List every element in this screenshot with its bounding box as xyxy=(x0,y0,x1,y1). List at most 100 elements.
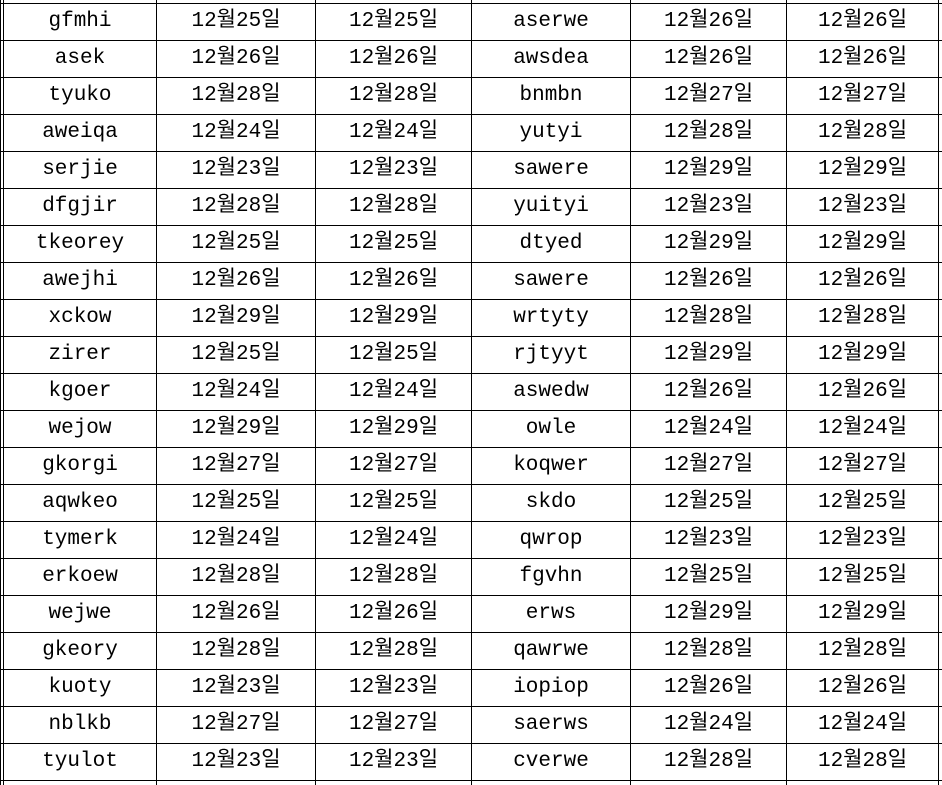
name-cell[interactable]: wejow xyxy=(3,410,157,448)
date-cell[interactable]: 12월28일 xyxy=(630,299,787,337)
name-cell[interactable]: aqwkeo xyxy=(3,484,157,522)
name-cell[interactable]: fgvhn xyxy=(471,558,631,596)
date-cell[interactable]: 12월28일 xyxy=(156,77,316,115)
date-cell[interactable]: 12월25일 xyxy=(156,3,316,41)
date-cell[interactable]: 12월26일 xyxy=(156,40,316,78)
date-cell[interactable]: 12월29일 xyxy=(315,299,472,337)
name-cell[interactable]: cverwe xyxy=(471,743,631,781)
name-cell[interactable]: aweiqa xyxy=(3,114,157,152)
date-cell[interactable]: 12월26일 xyxy=(630,40,787,78)
name-cell[interactable]: skdo xyxy=(471,484,631,522)
name-cell[interactable]: koqwer xyxy=(471,447,631,485)
date-cell[interactable]: 12월27일 xyxy=(315,706,472,744)
name-cell[interactable]: erkoew xyxy=(3,558,157,596)
name-cell[interactable]: qwrop xyxy=(471,521,631,559)
date-cell[interactable]: 12월28일 xyxy=(315,188,472,226)
date-cell[interactable]: 12월28일 xyxy=(315,632,472,670)
name-cell[interactable]: wrtyty xyxy=(471,299,631,337)
date-cell[interactable]: 12월24일 xyxy=(630,410,787,448)
date-cell[interactable]: 12월24일 xyxy=(786,410,939,448)
date-cell[interactable]: 12월29일 xyxy=(630,336,787,374)
date-cell[interactable]: 12월28일 xyxy=(786,743,939,781)
date-cell[interactable]: 12월25일 xyxy=(156,336,316,374)
name-cell[interactable]: yutyi xyxy=(471,114,631,152)
date-cell[interactable]: 12월26일 xyxy=(315,262,472,300)
name-cell[interactable]: zirer xyxy=(3,336,157,374)
date-cell[interactable]: 12월29일 xyxy=(786,336,939,374)
name-cell[interactable]: tyuko xyxy=(3,77,157,115)
date-cell[interactable]: 12월28일 xyxy=(315,558,472,596)
date-cell[interactable]: 12월25일 xyxy=(315,3,472,41)
name-cell[interactable]: sawere xyxy=(471,151,631,189)
name-cell[interactable]: tyulot xyxy=(3,743,157,781)
name-cell[interactable]: iopiop xyxy=(471,669,631,707)
name-cell[interactable]: bnmbn xyxy=(471,77,631,115)
name-cell[interactable]: serjie xyxy=(3,151,157,189)
date-cell[interactable]: 12월29일 xyxy=(786,151,939,189)
date-cell[interactable]: 12월26일 xyxy=(315,40,472,78)
name-cell[interactable]: gfmhi xyxy=(3,3,157,41)
name-cell[interactable]: kgoer xyxy=(3,373,157,411)
name-cell[interactable]: awsdea xyxy=(471,40,631,78)
name-cell[interactable]: awejhi xyxy=(3,262,157,300)
date-cell[interactable]: 12월23일 xyxy=(315,669,472,707)
date-cell[interactable]: 12월26일 xyxy=(630,669,787,707)
name-cell[interactable]: asek xyxy=(3,40,157,78)
name-cell[interactable]: saerws xyxy=(471,706,631,744)
date-cell[interactable]: 12월23일 xyxy=(156,743,316,781)
date-cell[interactable]: 12월23일 xyxy=(315,743,472,781)
date-cell[interactable]: 12월29일 xyxy=(630,225,787,263)
date-cell[interactable]: 12월23일 xyxy=(156,151,316,189)
name-cell[interactable]: qawrwe xyxy=(471,632,631,670)
date-cell[interactable]: 12월24일 xyxy=(315,373,472,411)
date-cell[interactable]: 12월29일 xyxy=(156,299,316,337)
date-cell[interactable]: 12월26일 xyxy=(630,262,787,300)
date-cell[interactable]: 12월27일 xyxy=(630,447,787,485)
date-cell[interactable]: 12월25일 xyxy=(315,336,472,374)
date-cell[interactable]: 12월24일 xyxy=(315,114,472,152)
date-cell[interactable]: 12월27일 xyxy=(786,77,939,115)
date-cell[interactable]: 12월25일 xyxy=(315,225,472,263)
date-cell[interactable]: 12월28일 xyxy=(630,743,787,781)
date-cell[interactable]: 12월26일 xyxy=(156,262,316,300)
date-cell[interactable]: 12월27일 xyxy=(156,447,316,485)
name-cell[interactable]: rjtyyt xyxy=(471,336,631,374)
date-cell[interactable]: 12월24일 xyxy=(315,521,472,559)
date-cell[interactable]: 12월26일 xyxy=(315,595,472,633)
date-cell[interactable]: 12월29일 xyxy=(156,410,316,448)
date-cell[interactable]: 12월29일 xyxy=(786,595,939,633)
date-cell[interactable]: 12월26일 xyxy=(786,669,939,707)
date-cell[interactable]: 12월25일 xyxy=(156,225,316,263)
name-cell[interactable]: kuoty xyxy=(3,669,157,707)
name-cell[interactable]: wejwe xyxy=(3,595,157,633)
date-cell[interactable]: 12월23일 xyxy=(630,188,787,226)
date-cell[interactable]: 12월26일 xyxy=(786,262,939,300)
date-cell[interactable]: 12월28일 xyxy=(786,299,939,337)
date-cell[interactable]: 12월25일 xyxy=(315,484,472,522)
date-cell[interactable]: 12월28일 xyxy=(156,632,316,670)
name-cell[interactable]: sawere xyxy=(471,262,631,300)
date-cell[interactable]: 12월28일 xyxy=(630,632,787,670)
date-cell[interactable]: 12월23일 xyxy=(786,521,939,559)
name-cell[interactable]: gkorgi xyxy=(3,447,157,485)
date-cell[interactable]: 12월26일 xyxy=(156,595,316,633)
date-cell[interactable]: 12월23일 xyxy=(630,521,787,559)
date-cell[interactable]: 12월28일 xyxy=(315,77,472,115)
date-cell[interactable]: 12월29일 xyxy=(630,151,787,189)
date-cell[interactable]: 12월26일 xyxy=(786,3,939,41)
date-cell[interactable]: 12월28일 xyxy=(786,632,939,670)
name-cell[interactable]: gkeory xyxy=(3,632,157,670)
date-cell[interactable]: 12월24일 xyxy=(156,373,316,411)
name-cell[interactable]: aswedw xyxy=(471,373,631,411)
name-cell[interactable]: tymerk xyxy=(3,521,157,559)
name-cell[interactable]: xckow xyxy=(3,299,157,337)
date-cell[interactable]: 12월24일 xyxy=(630,706,787,744)
name-cell[interactable]: erws xyxy=(471,595,631,633)
date-cell[interactable]: 12월25일 xyxy=(630,558,787,596)
date-cell[interactable]: 12월23일 xyxy=(156,669,316,707)
date-cell[interactable]: 12월25일 xyxy=(786,484,939,522)
date-cell[interactable]: 12월23일 xyxy=(786,188,939,226)
date-cell[interactable]: 12월26일 xyxy=(786,40,939,78)
date-cell[interactable]: 12월24일 xyxy=(156,114,316,152)
date-cell[interactable]: 12월23일 xyxy=(315,151,472,189)
